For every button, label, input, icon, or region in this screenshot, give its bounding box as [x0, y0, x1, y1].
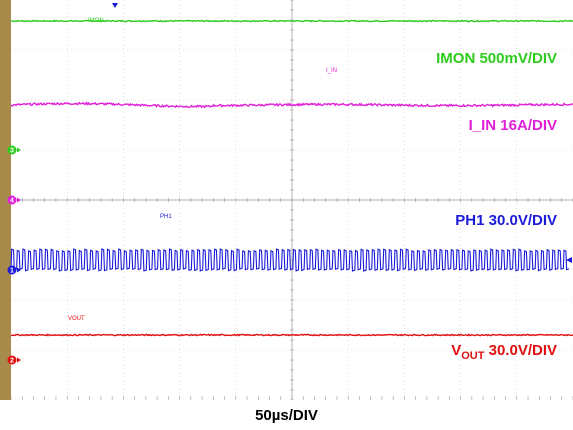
traces: [10, 19, 573, 337]
channel-arrow-vout: [17, 357, 21, 363]
trace-ph1: [10, 248, 570, 272]
channel-number-imon: 3: [10, 148, 14, 155]
trace-imon: [10, 19, 573, 23]
channel-marker-imon: [7, 145, 17, 155]
timebase-label: 50µs/DIV: [255, 407, 318, 424]
trace-name-ph1: PH1: [160, 214, 172, 220]
scale-label-imon: IMON 500mV/DIV: [436, 50, 557, 67]
channel-number-iin: 4: [10, 198, 14, 205]
grid: [10, 0, 573, 400]
trace-vout: [10, 333, 573, 337]
oscilloscope-plot: IMON IMON 500mV/DIV I_IN I_IN 16A/DIV PH1 PH1…: [0, 0, 573, 400]
trace-name-vout: VOUT: [68, 316, 85, 322]
trace-name-iin: I_IN: [326, 68, 337, 74]
left-bar: [0, 0, 11, 400]
scale-label-vout: VOUT 30.0V/DIV: [451, 342, 557, 362]
channel-marker-ph1: [7, 265, 17, 275]
channel-arrow-ph1: [17, 267, 21, 273]
scale-label-ph1: PH1 30.0V/DIV: [455, 212, 557, 229]
trace-labels: IMON IMON 500mV/DIV I_IN I_IN 16A/DIV PH1 PH1…: [68, 18, 557, 362]
channel-arrow-imon: [17, 147, 21, 153]
channel-arrow-iin: [17, 197, 21, 203]
channel-number-ph1: 1: [10, 268, 14, 275]
channel-markers: 3 4 1 2: [7, 145, 572, 365]
trace-name-imon: IMON: [88, 18, 104, 24]
scale-label-iin: I_IN 16A/DIV: [469, 117, 557, 134]
channel-marker-vout: [7, 355, 17, 365]
trigger-position-icon: [112, 3, 118, 8]
level-arrow-icon: [566, 257, 572, 263]
channel-number-vout: 2: [10, 358, 14, 365]
channel-marker-iin: [7, 195, 17, 205]
trace-iin: [10, 101, 573, 109]
